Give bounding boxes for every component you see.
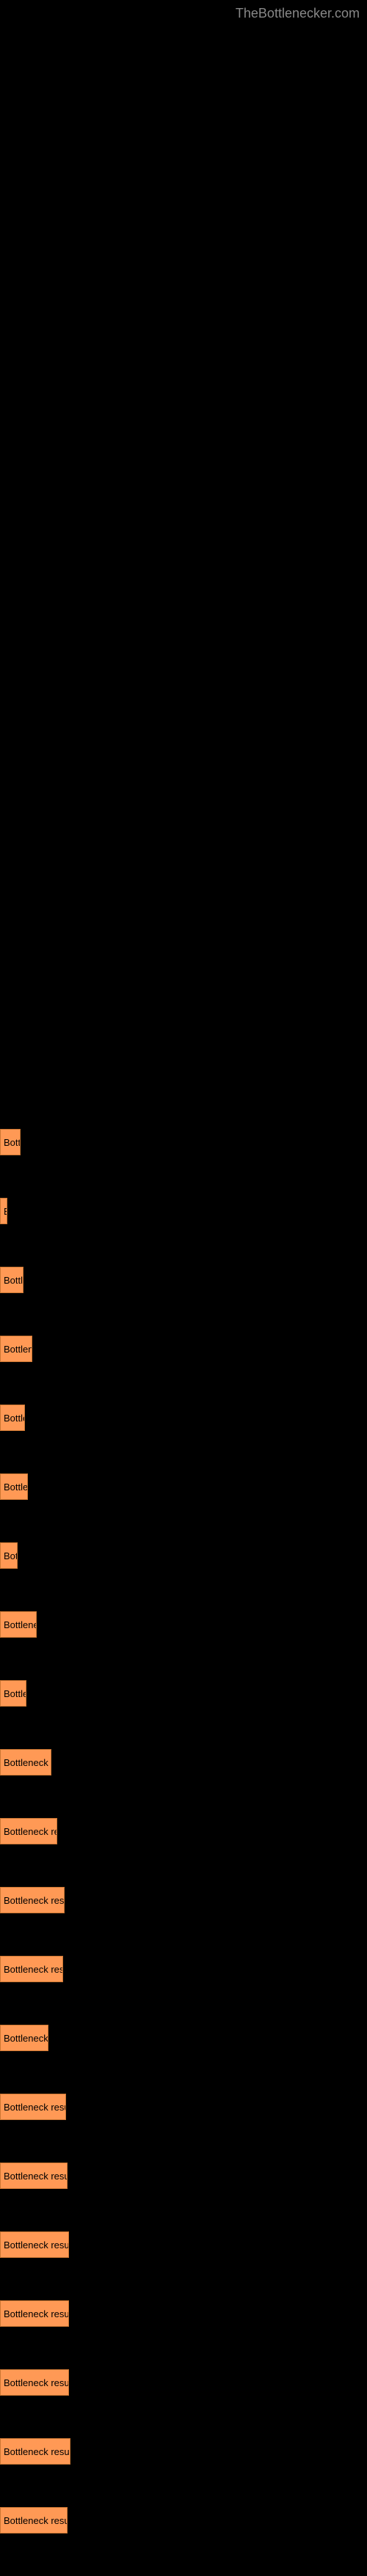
bar-label: Bottleneck result [4, 1964, 63, 1975]
bar-row: Bottleneck result [0, 2369, 367, 2396]
bar-row: Bottlen [0, 1405, 367, 1431]
bar-label: Bottleneck result [4, 2308, 69, 2319]
bar-label: Bottleneck result [4, 1895, 65, 1906]
bar-label: Bottlene [4, 1482, 28, 1493]
bar: Bottleneck [0, 1611, 37, 1638]
bar-row: Bottleneck result [0, 2300, 367, 2327]
bar-row: Bottleneck [0, 1611, 367, 1638]
bar-label: B [4, 1206, 7, 1217]
bar: Bottlen [0, 1680, 26, 1707]
bar: Bottle [0, 1129, 21, 1155]
bar-row: Bottleneck result [0, 2094, 367, 2120]
bar-row: Bottlenec [0, 1336, 367, 1362]
bar-row: Bottle [0, 1129, 367, 1155]
bar-row: Bottleneck re [0, 2025, 367, 2051]
bar-chart: Bottle B Bottlen Bottlenec Bottlen Bottlene Bo… [0, 0, 367, 2533]
bar: Bottlenec [0, 1336, 32, 1362]
bar-label: Bottleneck res [4, 1757, 51, 1768]
bar-label: Bottle [4, 1137, 21, 1148]
bar: Bottlene [0, 1473, 28, 1500]
bar-label: Bottlen [4, 1413, 25, 1424]
bar-row: Bottleneck resu [0, 1818, 367, 1844]
bar-label: Bottleneck re [4, 2033, 48, 2044]
bar: Bottleneck result [0, 2507, 68, 2533]
bar-row: B [0, 1198, 367, 1224]
bar-label: Bottleneck result [4, 2446, 70, 2457]
bar-row: Bottleneck result [0, 2163, 367, 2189]
bar-label: Bottlen [4, 1275, 23, 1286]
bar-row: Bottleneck result [0, 2507, 367, 2533]
bar: B [0, 1198, 7, 1224]
bar: Bottlen [0, 1405, 25, 1431]
bar-label: Bottleneck result [4, 2515, 68, 2526]
bar-row: Bottleneck result [0, 1887, 367, 1913]
bar-label: Bottleneck result [4, 2377, 69, 2388]
bar-label: Bottleneck [4, 1619, 37, 1630]
bar: Bottleneck resu [0, 1818, 57, 1844]
bar: Bottleneck result [0, 2369, 69, 2396]
bar-label: Bottleneck result [4, 2171, 68, 2182]
bar: Bott [0, 1542, 18, 1569]
bar-label: Bottleneck result [4, 2102, 66, 2113]
watermark-text: TheBottlenecker.com [236, 6, 360, 21]
bar-row: Bottlen [0, 1267, 367, 1293]
bar-row: Bottleneck result [0, 1956, 367, 1982]
bar-label: Bottlen [4, 1688, 26, 1699]
bar-row: Bottlen [0, 1680, 367, 1707]
bar: Bottleneck res [0, 1749, 51, 1775]
bar-row: Bott [0, 1542, 367, 1569]
bar: Bottleneck result [0, 2438, 70, 2465]
bar-label: Bottlenec [4, 1344, 32, 1355]
bar-row: Bottleneck result [0, 2231, 367, 2258]
bar: Bottleneck result [0, 1887, 65, 1913]
bar-label: Bottleneck resu [4, 1826, 57, 1837]
bar: Bottleneck result [0, 2163, 68, 2189]
bar: Bottleneck result [0, 2231, 69, 2258]
bar-label: Bott [4, 1550, 18, 1561]
bar: Bottleneck result [0, 2300, 69, 2327]
bar-row: Bottleneck result [0, 2438, 367, 2465]
bar: Bottlen [0, 1267, 23, 1293]
bar: Bottleneck re [0, 2025, 48, 2051]
bar-row: Bottlene [0, 1473, 367, 1500]
bar: Bottleneck result [0, 1956, 63, 1982]
bar-label: Bottleneck result [4, 2240, 69, 2251]
bar: Bottleneck result [0, 2094, 66, 2120]
bar-row: Bottleneck res [0, 1749, 367, 1775]
